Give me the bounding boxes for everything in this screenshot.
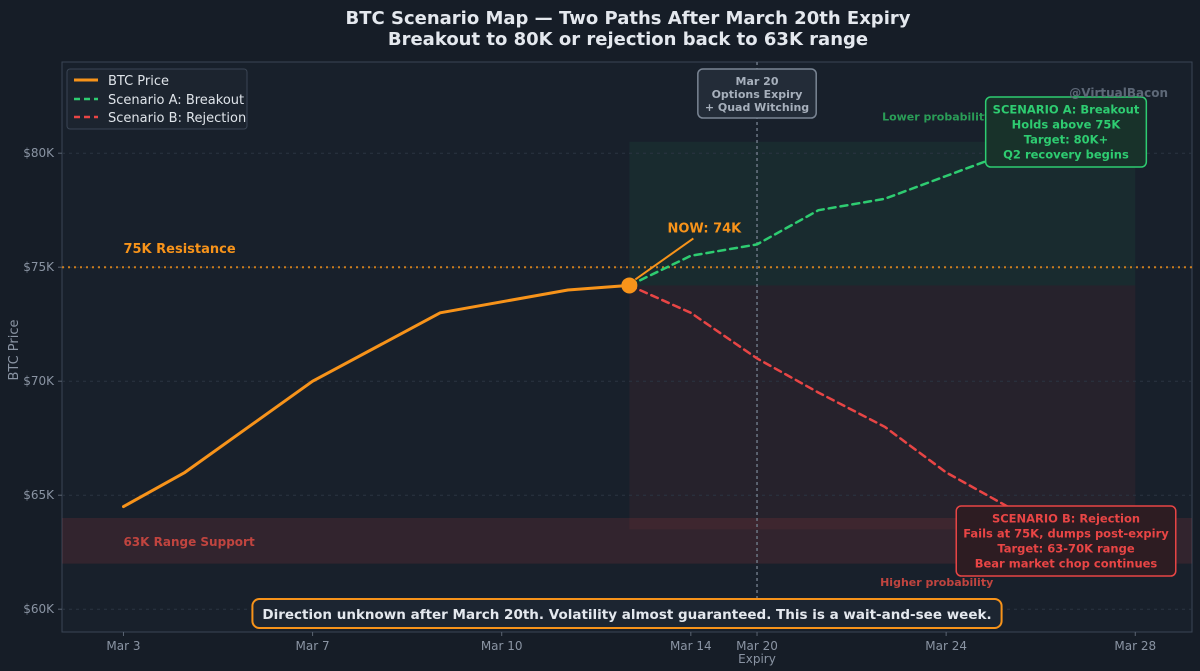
scenario-a-annotation-line: Target: 80K+	[1024, 133, 1108, 147]
resistance-label: 75K Resistance	[123, 242, 235, 257]
scenario-b-annotation-line: Fails at 75K, dumps post-expiry	[963, 527, 1169, 541]
y-axis-label: BTC Price	[7, 319, 22, 380]
x-tick-sublabel: Expiry	[738, 652, 776, 666]
legend-item-btc: BTC Price	[108, 74, 169, 89]
legend: BTC Price Scenario A: Breakout Scenario …	[66, 68, 248, 130]
x-tick-label: Mar 20	[736, 639, 778, 653]
higher-probability-label: Higher probability	[880, 576, 993, 589]
scenario-b-annotation-line: Bear market chop continues	[975, 557, 1158, 571]
expiry-annotation-line: Mar 20	[736, 75, 779, 88]
legend-item-scenario-a: Scenario A: Breakout	[108, 93, 244, 108]
x-tick-label: Mar 28	[1114, 639, 1156, 653]
chart-title: BTC Scenario Map — Two Paths After March…	[346, 8, 911, 29]
x-tick-label: Mar 24	[925, 639, 967, 653]
support-label: 63K Range Support	[123, 535, 254, 549]
expiry-annotation-line: Options Expiry	[712, 88, 803, 101]
scenario-b-annotation-line: SCENARIO B: Rejection	[992, 512, 1140, 526]
legend-item-scenario-b: Scenario B: Rejection	[108, 111, 246, 126]
y-tick-label: $75K	[23, 260, 55, 274]
x-tick-label: Mar 7	[296, 639, 330, 653]
y-tick-label: $80K	[23, 146, 55, 160]
watermark: @VirtualBacon	[1069, 86, 1168, 100]
expiry-annotation-frame	[697, 68, 817, 119]
axis-ticks: $60K $65K $70K $75K $80K Mar 3 Mar 7 Mar 10 Mar …	[23, 146, 1156, 666]
y-tick-label: $65K	[23, 488, 55, 502]
scenario-a-annotation-line: Holds above 75K	[1012, 118, 1122, 132]
x-tick-label: Mar 14	[670, 639, 712, 653]
scenario-a-annotation-line: Q2 recovery begins	[1003, 148, 1129, 162]
footer-note-text: Direction unknown after March 20th. Vola…	[262, 607, 991, 623]
footer-note: Direction unknown after March 20th. Vola…	[251, 598, 1003, 629]
annotations: NOW: 74K Lower probability Higher probabil…	[251, 68, 1177, 629]
scenario-a-annotation-line: SCENARIO A: Breakout	[993, 103, 1140, 117]
current-price-marker	[621, 277, 638, 294]
scenario-b-annotation-line: Target: 63-70K range	[997, 542, 1134, 556]
now-arrow	[634, 237, 694, 281]
scenario-b-region	[629, 285, 1136, 530]
y-tick-label: $60K	[23, 602, 55, 616]
reference-lines: 75K Resistance 63K Range Support	[62, 62, 1192, 632]
expiry-annotation-line: + Quad Witching	[705, 101, 809, 114]
chart-subtitle: Breakout to 80K or rejection back to 63K…	[388, 29, 868, 50]
btc-price-line	[122, 283, 631, 509]
scenario-a-annotation-frame	[984, 96, 1148, 168]
lower-probability-label: Lower probability	[882, 111, 991, 124]
x-tick-label: Mar 3	[106, 639, 140, 653]
y-tick-label: $70K	[23, 374, 55, 388]
x-tick-label: Mar 10	[481, 639, 523, 653]
footer-note-frame	[251, 598, 1003, 629]
now-label: NOW: 74K	[667, 221, 742, 236]
scenario-b-annotation-frame	[955, 505, 1177, 577]
legend-box	[66, 68, 248, 130]
